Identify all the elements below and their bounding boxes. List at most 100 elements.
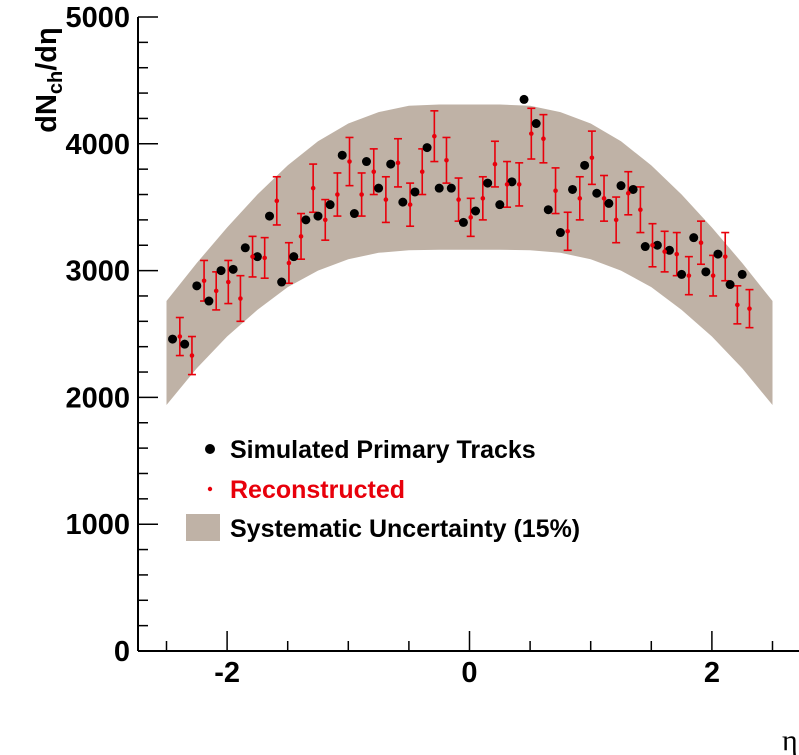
reconstructed-point [686, 273, 692, 278]
reconstructed-point [274, 198, 280, 204]
simulated-point [604, 198, 614, 208]
systematic-uncertainty-band [166, 104, 773, 405]
simulated-point [434, 183, 444, 193]
simulated-point [325, 200, 335, 210]
simulated-point [677, 269, 687, 279]
simulated-point [737, 269, 747, 279]
simulated-point [240, 243, 250, 253]
simulated-point [628, 184, 638, 194]
reconstructed-point [747, 306, 752, 311]
band-layer [166, 104, 773, 405]
reconstructed-point [335, 192, 340, 197]
reconstructed-point [310, 185, 316, 191]
simulated-point [713, 249, 723, 259]
simulated-point [277, 277, 287, 287]
simulated-point [664, 245, 674, 255]
reconstructed-point [625, 190, 631, 196]
reconstructed-point [226, 279, 231, 285]
x-axis-label: η [782, 724, 798, 755]
reconstructed-point [395, 160, 401, 166]
reconstructed-point [177, 334, 183, 339]
reconstructed-point [371, 169, 377, 174]
simulated-point [458, 217, 468, 227]
simulated-point [507, 177, 517, 187]
reconstructed-point [286, 260, 292, 266]
reconstructed-point [383, 197, 389, 202]
reconstructed-point [250, 254, 255, 259]
reconstructed-point [698, 240, 704, 246]
reconstructed-point [359, 192, 364, 197]
legend-label-reconstructed: Reconstructed [230, 476, 405, 504]
simulated-point [616, 181, 626, 191]
simulated-point [543, 205, 553, 215]
simulated-point [568, 184, 578, 194]
reconstructed-point [577, 196, 583, 201]
reconstructed-point [201, 278, 207, 284]
reconstructed-point [322, 217, 328, 223]
axis-labels: dNch/dη η [31, 27, 798, 755]
y-tick-label: 3000 [65, 256, 130, 288]
x-tick-label: 0 [461, 657, 477, 689]
axes [137, 16, 799, 652]
legend: Simulated Primary Tracks Reconstructed S… [186, 436, 580, 543]
reconstructed-point [432, 133, 437, 139]
simulated-point [361, 157, 371, 167]
legend-marker-simulated [205, 444, 215, 454]
simulated-point [337, 150, 347, 160]
simulated-point [446, 183, 456, 193]
x-tick-label: 2 [704, 657, 720, 689]
reconstructed-point [504, 182, 510, 187]
simulated-point [204, 296, 214, 306]
reconstructed-point [722, 254, 728, 259]
reconstructed-point [735, 302, 740, 308]
simulated-point [531, 119, 541, 129]
simulated-point [580, 160, 590, 170]
reconstructed-point [407, 202, 413, 207]
reconstructed-point [613, 217, 619, 223]
simulated-point [301, 215, 311, 225]
simulated-point [495, 200, 505, 210]
simulated-point [252, 252, 262, 262]
simulated-point [652, 240, 662, 250]
reconstructed-point [444, 157, 449, 163]
simulated-point [701, 267, 711, 277]
simulated-point [386, 159, 396, 169]
simulated-point [398, 197, 408, 207]
reconstructed-point [601, 196, 607, 201]
reconstructed-point [238, 296, 243, 301]
simulated-point [216, 266, 226, 276]
simulated-point [471, 206, 481, 216]
reconstructed-point [262, 255, 267, 261]
simulated-point [192, 281, 202, 291]
tick-labels: 0 1000 2000 3000 4000 5000 -2 0 2 [65, 2, 719, 689]
legend-swatch-band [186, 514, 220, 541]
reconstructed-point [347, 159, 352, 164]
y-tick-label: 0 [114, 636, 130, 668]
reconstructed-point [674, 251, 680, 257]
reconstructed-point [589, 155, 595, 161]
reconstructed-point [516, 182, 522, 187]
reconstructed-point [553, 188, 558, 194]
reconstructed-point [298, 234, 304, 239]
simulated-point [640, 242, 650, 252]
reconstructed-point [492, 161, 498, 167]
reconstructed-point [189, 353, 195, 358]
reconstructed-point [213, 288, 219, 294]
y-axis-label: dNch/dη [31, 27, 67, 133]
simulated-point [349, 209, 359, 219]
y-tick-label: 1000 [65, 509, 130, 541]
reconstructed-point [529, 131, 534, 136]
legend-label-band: Systematic Uncertainty (15%) [230, 515, 580, 543]
simulated-point [289, 252, 299, 262]
reconstructed-point [468, 215, 474, 220]
simulated-point [180, 339, 190, 349]
reconstructed-point [638, 207, 643, 213]
reconstructed-point [662, 249, 667, 254]
reconstructed-point [541, 136, 546, 142]
simulated-point [519, 94, 529, 104]
simulated-point [689, 233, 699, 243]
simulated-point [592, 188, 602, 198]
legend-marker-reconstructed [207, 486, 213, 492]
reconstructed-point [419, 169, 425, 174]
